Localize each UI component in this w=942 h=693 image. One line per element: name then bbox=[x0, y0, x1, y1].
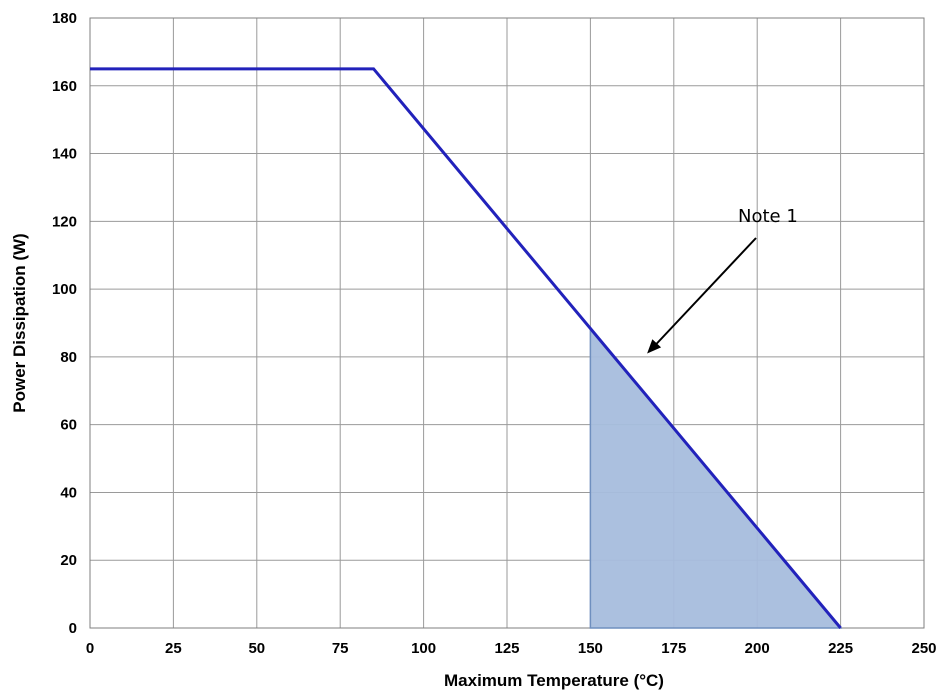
annotation-arrow-head bbox=[647, 339, 662, 354]
x-tick-label: 250 bbox=[911, 640, 936, 657]
series-line bbox=[90, 67, 842, 629]
x-tick-label: 175 bbox=[661, 640, 686, 657]
x-axis-title: Maximum Temperature (°C) bbox=[444, 671, 664, 690]
x-tick-label: 0 bbox=[86, 640, 94, 657]
y-tick-label: 140 bbox=[52, 146, 77, 163]
annotation-arrow-shaft bbox=[651, 237, 757, 350]
tick-labels: 0 25 50 75 100 125 150 175 200 225 250 0 20 40 60 80 100… bbox=[52, 10, 937, 657]
x-tick-label: 200 bbox=[745, 640, 770, 657]
x-tick-label: 75 bbox=[332, 640, 349, 657]
y-tick-label: 20 bbox=[60, 552, 77, 569]
y-tick-label: 180 bbox=[52, 10, 77, 27]
x-tick-label: 50 bbox=[248, 640, 265, 657]
annotation-layer: Note 1 bbox=[647, 206, 798, 354]
annotation-note-1: Note 1 bbox=[738, 206, 798, 227]
x-tick-label: 150 bbox=[578, 640, 603, 657]
series-layer bbox=[90, 67, 842, 629]
y-axis-title: Power Dissipation (W) bbox=[10, 233, 29, 412]
y-tick-label: 40 bbox=[60, 484, 77, 501]
x-tick-label: 125 bbox=[494, 640, 519, 657]
x-tick-label: 25 bbox=[165, 640, 182, 657]
y-tick-label: 160 bbox=[52, 78, 77, 95]
grid bbox=[89, 17, 925, 629]
x-tick-label: 100 bbox=[411, 640, 436, 657]
plot-frame bbox=[89, 17, 925, 629]
y-tick-label: 100 bbox=[52, 281, 77, 298]
y-tick-label: 80 bbox=[60, 349, 77, 366]
y-tick-label: 0 bbox=[69, 620, 77, 637]
y-tick-label: 60 bbox=[60, 417, 77, 434]
x-tick-label: 225 bbox=[828, 640, 853, 657]
y-tick-label: 120 bbox=[52, 213, 77, 230]
